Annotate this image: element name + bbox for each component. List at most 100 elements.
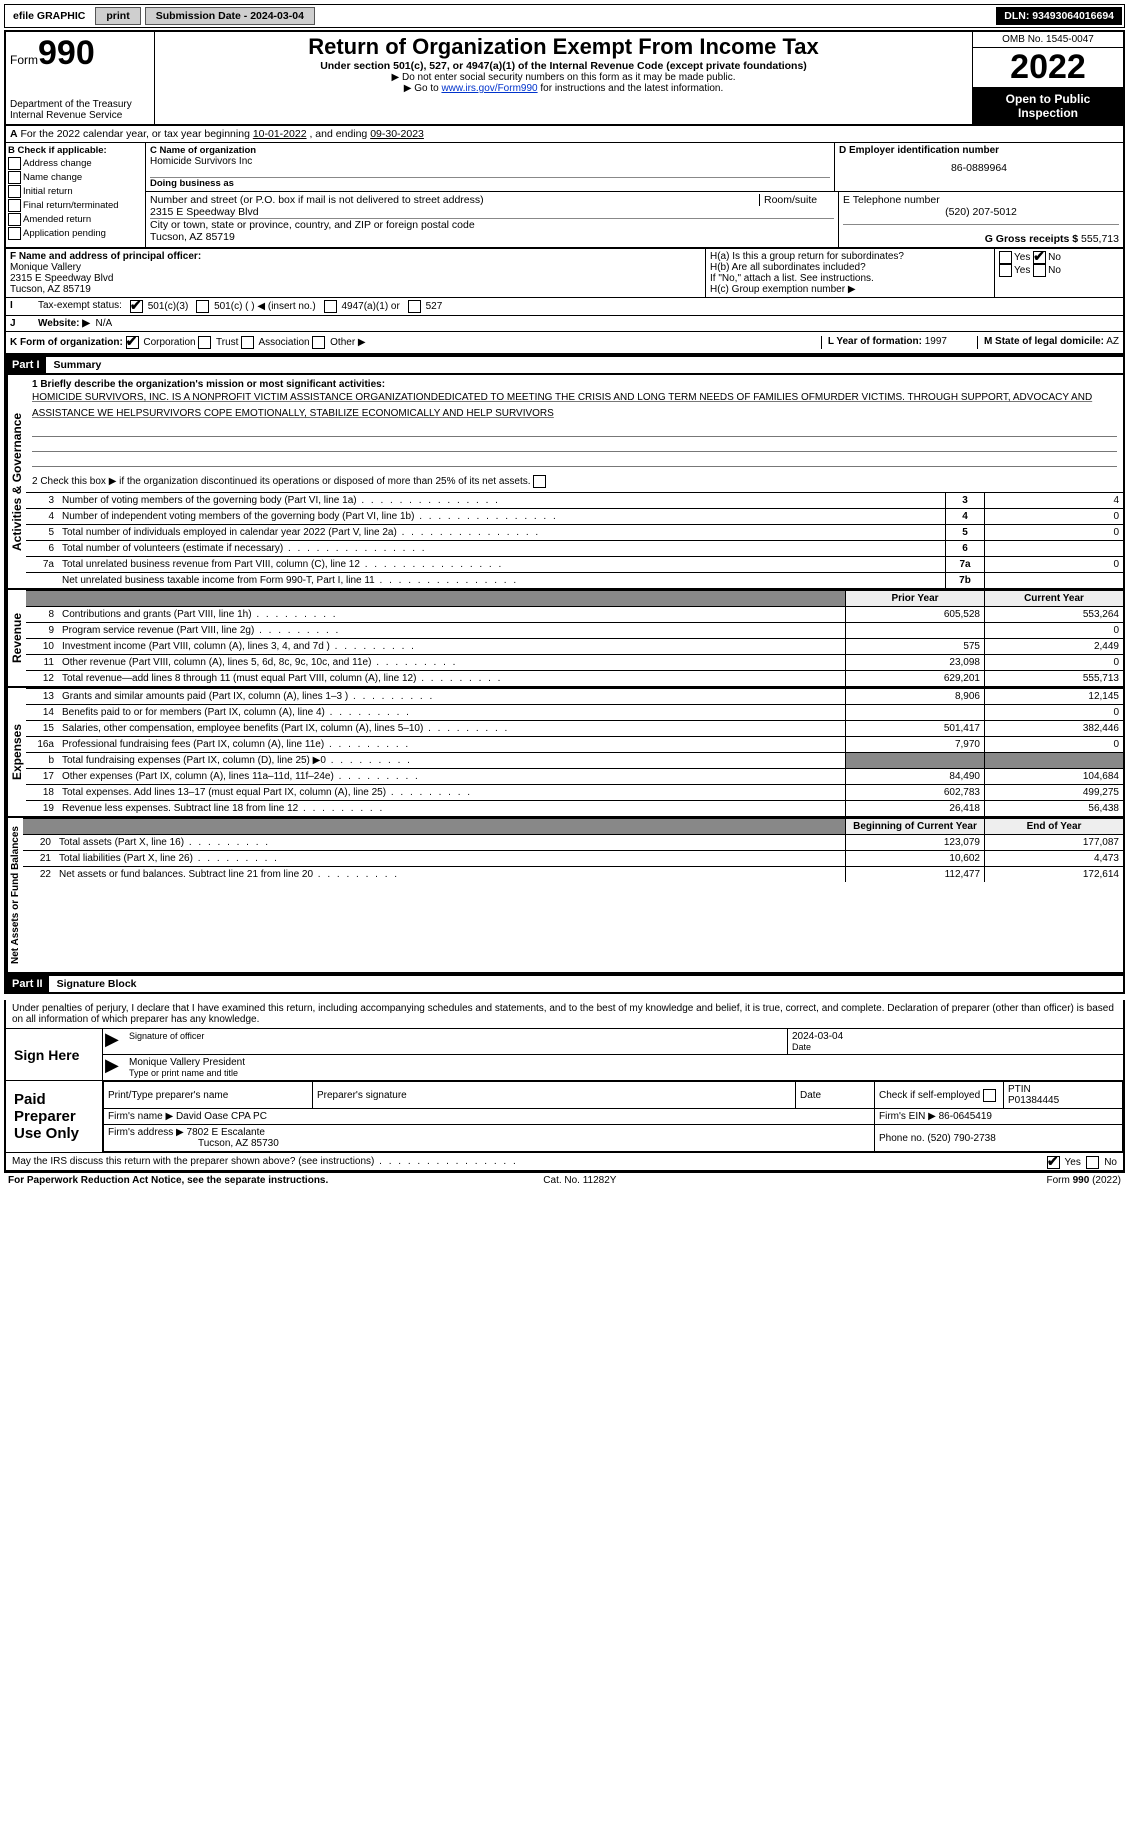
tel-value: (520) 207-5012: [843, 206, 1119, 218]
hdr-beg: Beginning of Current Year: [846, 819, 985, 835]
footer-left: For Paperwork Reduction Act Notice, see …: [8, 1175, 328, 1186]
sign-here-label: Sign Here: [6, 1029, 102, 1080]
row-fh: F Name and address of principal officer:…: [4, 249, 1125, 298]
table-row: 22Net assets or fund balances. Subtract …: [23, 867, 1123, 883]
hdr-end: End of Year: [985, 819, 1124, 835]
col-c: C Name of organization Homicide Survivor…: [146, 143, 834, 191]
ein-value: 86-0889964: [839, 162, 1119, 174]
hb2-label: If "No," attach a list. See instructions…: [710, 273, 990, 284]
vlabel-activities: Activities & Governance: [6, 375, 26, 588]
cb-discontinued[interactable]: [533, 475, 546, 488]
ssn-warning: ▶ Do not enter social security numbers o…: [157, 72, 970, 83]
row-a-pre: For the 2022 calendar year, or tax year …: [21, 128, 253, 140]
cb-name-change[interactable]: Name change: [8, 171, 143, 184]
hb-yes[interactable]: [999, 264, 1012, 277]
pp-name-cell: Print/Type preparer's name: [104, 1082, 313, 1109]
website-value: N/A: [96, 318, 113, 329]
table-ag: 3Number of voting members of the governi…: [26, 492, 1123, 588]
table-row: 11Other revenue (Part VIII, column (A), …: [26, 655, 1123, 671]
row-a-tax-year: A For the 2022 calendar year, or tax yea…: [4, 126, 1125, 142]
hdr-prior: Prior Year: [846, 591, 985, 607]
col-f: F Name and address of principal officer:…: [6, 249, 706, 297]
pp-sig-cell[interactable]: Preparer's signature: [313, 1082, 796, 1109]
state-domicile: AZ: [1106, 336, 1119, 347]
city-label: City or town, state or province, country…: [150, 219, 834, 231]
dept-treasury: Department of the Treasury: [10, 99, 150, 110]
city-value: Tucson, AZ 85719: [150, 231, 834, 243]
vlabel-revenue: Revenue: [6, 590, 26, 686]
ein-label: D Employer identification number: [839, 145, 1119, 156]
page-footer: For Paperwork Reduction Act Notice, see …: [4, 1172, 1125, 1188]
table-row: 7aTotal unrelated business revenue from …: [26, 557, 1123, 573]
discuss-yes[interactable]: [1047, 1156, 1060, 1169]
mission-block: 1 Briefly describe the organization's mi…: [26, 375, 1123, 471]
table-row: 3Number of voting members of the governi…: [26, 493, 1123, 509]
arrow-icon: ▶: [103, 1029, 125, 1054]
ptin-cell: PTINP01384445: [1004, 1082, 1123, 1109]
block-bcd: B Check if applicable: Address change Na…: [4, 142, 1125, 249]
form-subtitle: Under section 501(c), 527, or 4947(a)(1)…: [157, 60, 970, 72]
part1-header: Part I Summary: [4, 355, 1125, 375]
col-b-checkboxes: B Check if applicable: Address change Na…: [6, 143, 146, 247]
gross-receipts: G Gross receipts $ 555,713: [843, 233, 1119, 245]
cb-corp[interactable]: [126, 336, 139, 349]
ha-no[interactable]: [1033, 251, 1046, 264]
cb-assoc[interactable]: [241, 336, 254, 349]
footer-right: Form 990 (2022): [1047, 1175, 1121, 1186]
year-formation: 1997: [925, 336, 947, 347]
cb-amended[interactable]: Amended return: [8, 213, 143, 226]
ha-label: H(a) Is this a group return for subordin…: [710, 251, 990, 262]
discuss-no[interactable]: [1086, 1156, 1099, 1169]
cb-trust[interactable]: [198, 336, 211, 349]
goto-pre: ▶ Go to: [404, 83, 442, 94]
form-number: Form990: [10, 34, 150, 73]
cb-address-change[interactable]: Address change: [8, 157, 143, 170]
hb-no[interactable]: [1033, 264, 1046, 277]
cb-final-return[interactable]: Final return/terminated: [8, 199, 143, 212]
irs-link[interactable]: www.irs.gov/Form990: [441, 83, 537, 94]
cb-527[interactable]: [408, 300, 421, 313]
efile-label: efile GRAPHIC: [7, 10, 91, 22]
room-label: Room/suite: [759, 194, 834, 206]
discuss-row: May the IRS discuss this return with the…: [6, 1152, 1123, 1170]
cb-4947[interactable]: [324, 300, 337, 313]
cb-501c3[interactable]: [130, 300, 143, 313]
cb-app-pending[interactable]: Application pending: [8, 227, 143, 240]
col-b-header: B Check if applicable:: [8, 145, 143, 156]
cb-other[interactable]: [312, 336, 325, 349]
dept-irs: Internal Revenue Service: [10, 110, 150, 121]
row-k: K Form of organization: Corporation Trus…: [4, 332, 1125, 355]
part1-tag: Part I: [6, 357, 46, 373]
line2: 2 Check this box ▶ if the organization d…: [26, 471, 1123, 492]
header-right: OMB No. 1545-0047 2022 Open to Public In…: [972, 32, 1123, 124]
sign-date-cell: 2024-03-04Date: [787, 1029, 1123, 1054]
street-address: 2315 E Speedway Blvd: [150, 206, 834, 218]
dln-label: DLN: 93493064016694: [996, 7, 1122, 25]
officer-name-title: Monique Vallery PresidentType or print n…: [125, 1055, 1123, 1080]
ty-end: 09-30-2023: [370, 128, 424, 140]
col-yesno: Yes No Yes No: [995, 249, 1123, 297]
table-row: 16aProfessional fundraising fees (Part I…: [26, 737, 1123, 753]
submission-date-button[interactable]: Submission Date - 2024-03-04: [145, 7, 315, 25]
mission-text: HOMICIDE SURVIVORS, INC. IS A NONPROFIT …: [32, 392, 1092, 419]
part1-section-rev: Revenue Prior YearCurrent Year 8Contribu…: [4, 590, 1125, 688]
org-name: Homicide Survivors Inc: [150, 156, 830, 167]
pp-date-cell: Date: [796, 1082, 875, 1109]
table-row: 21Total liabilities (Part X, line 26)10,…: [23, 851, 1123, 867]
cb-initial-return[interactable]: Initial return: [8, 185, 143, 198]
signature-block: Under penalties of perjury, I declare th…: [4, 1000, 1125, 1172]
table-row: 6Total number of volunteers (estimate if…: [26, 541, 1123, 557]
part2-header: Part II Signature Block: [4, 974, 1125, 994]
line2-text: 2 Check this box ▶ if the organization d…: [32, 476, 531, 487]
cb-501c[interactable]: [196, 300, 209, 313]
table-row: 4Number of independent voting members of…: [26, 509, 1123, 525]
officer-signature-cell[interactable]: Signature of officer: [125, 1029, 787, 1054]
pp-selfemp-cell[interactable]: Check if self-employed: [875, 1082, 1004, 1109]
hc-label: H(c) Group exemption number ▶: [710, 284, 990, 295]
perjury-statement: Under penalties of perjury, I declare th…: [6, 1000, 1123, 1029]
omb-number: OMB No. 1545-0047: [973, 32, 1123, 48]
form-990-number: 990: [38, 34, 95, 72]
ha-yes[interactable]: [999, 251, 1012, 264]
table-row: bTotal fundraising expenses (Part IX, co…: [26, 753, 1123, 769]
print-button[interactable]: print: [95, 7, 140, 25]
